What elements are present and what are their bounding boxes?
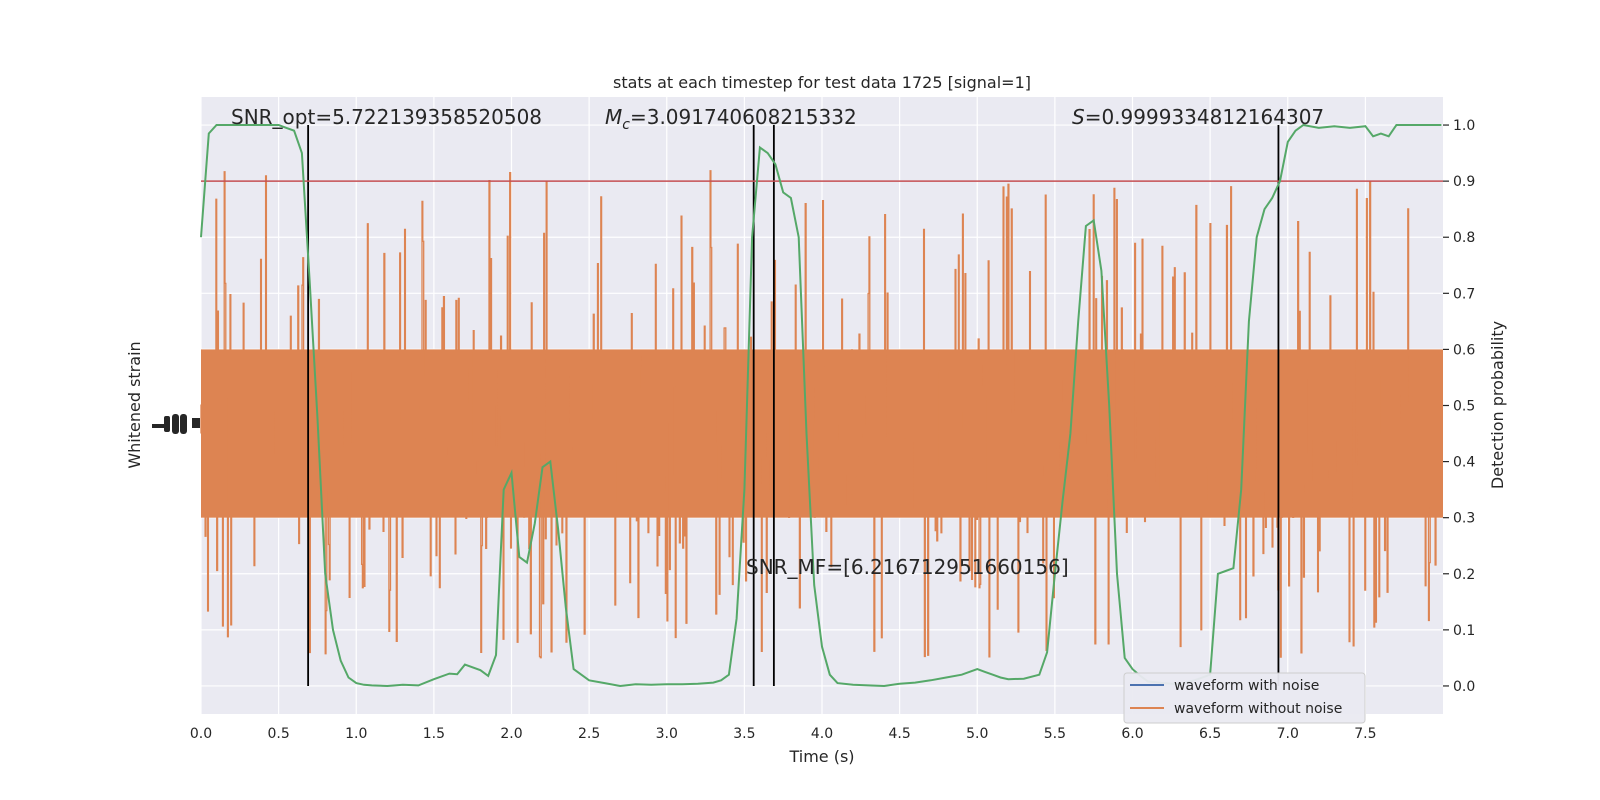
x-tick-label-2: 1.0 — [345, 726, 367, 742]
annotation-significance: S=0.9999334812164307 — [1072, 105, 1324, 129]
chart-title: stats at each timestep for test data 172… — [613, 73, 1031, 92]
y-tick-label-0: 0.0 — [1453, 679, 1475, 695]
x-tick-label-10: 5.0 — [966, 726, 988, 742]
legend: waveform with noise waveform without noi… — [1123, 672, 1366, 724]
y-tick-label-2: 0.2 — [1453, 567, 1475, 583]
y-tick-label-6: 0.6 — [1453, 342, 1475, 358]
left-axis-tick-blob — [152, 414, 200, 434]
y-tick-label-10: 1.0 — [1453, 118, 1475, 134]
annotation-snr-mf: SNR_MF=[6.216712951660156] — [746, 555, 1069, 579]
y-axis-label-left: Whitened strain — [125, 341, 144, 468]
x-tick-label-1: 0.5 — [267, 726, 289, 742]
y-tick-label-4: 0.4 — [1453, 455, 1475, 471]
legend-label-without-noise: waveform without noise — [1174, 701, 1342, 717]
x-tick-label-14: 7.0 — [1277, 726, 1299, 742]
x-tick-labels: 0.0 0.5 1.0 1.5 2.0 2.5 3.0 3.5 4.0 4.5 5.0 5.5 6.0 6… — [190, 726, 1377, 742]
x-tick-label-13: 6.5 — [1199, 726, 1221, 742]
legend-box — [1123, 672, 1366, 724]
x-axis-label: Time (s) — [788, 747, 854, 766]
x-tick-label-8: 4.0 — [811, 726, 833, 742]
x-tick-label-6: 3.0 — [656, 726, 678, 742]
annotation-chirp-mass: Mc=3.091740608215332 — [605, 105, 857, 133]
noise-trace — [200, 170, 1443, 659]
noise-waveform — [200, 170, 1443, 659]
x-tick-label-12: 6.0 — [1121, 726, 1143, 742]
y-tick-label-7: 0.7 — [1453, 286, 1475, 302]
y-right-tick-labels: 0.0 0.1 0.2 0.3 0.4 0.5 0.6 0.7 0.8 0.9 1.0 — [1443, 118, 1475, 695]
x-tick-label-7: 3.5 — [733, 726, 755, 742]
y-tick-label-9: 0.9 — [1453, 174, 1475, 190]
x-tick-label-11: 5.5 — [1044, 726, 1066, 742]
vertical-markers — [307, 125, 1280, 686]
x-tick-label-3: 1.5 — [423, 726, 445, 742]
detection-probability-line — [200, 123, 1442, 688]
y-tick-label-1: 0.1 — [1453, 623, 1475, 639]
x-tick-label-5: 2.5 — [578, 726, 600, 742]
x-tick-label-4: 2.0 — [500, 726, 522, 742]
x-tick-label-0: 0.0 — [190, 726, 212, 742]
x-tick-label-9: 4.5 — [888, 726, 910, 742]
y-axis-label-right: Detection probability — [1488, 321, 1507, 489]
x-tick-label-15: 7.5 — [1354, 726, 1376, 742]
annotation-snr-opt: SNR_opt=5.722139358520508 — [231, 105, 542, 129]
y-tick-label-8: 0.8 — [1453, 230, 1475, 246]
y-tick-label-3: 0.3 — [1453, 511, 1475, 527]
y-tick-label-5: 0.5 — [1453, 399, 1475, 415]
legend-label-with-noise: waveform with noise — [1174, 678, 1319, 694]
